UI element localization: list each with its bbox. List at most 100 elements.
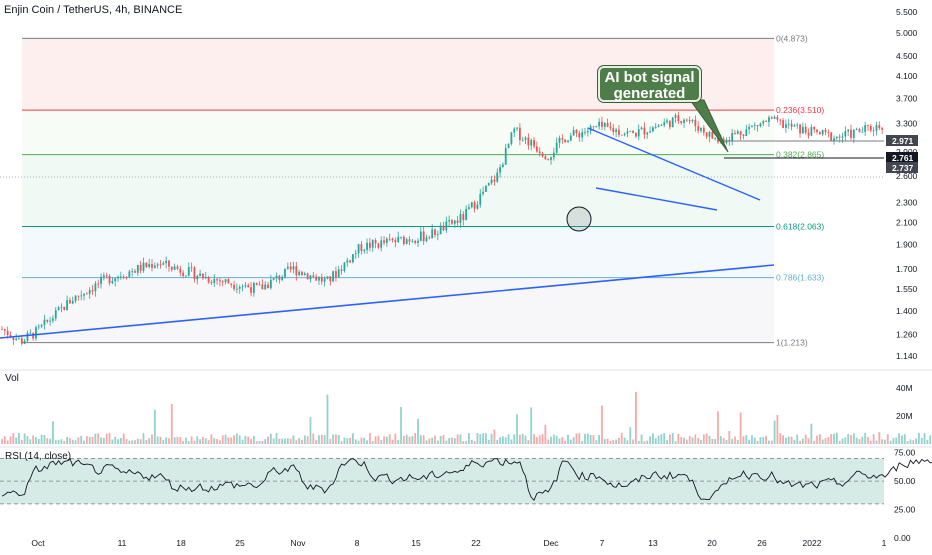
volume-bar — [83, 440, 85, 444]
volume-bar — [643, 441, 646, 444]
volume-bar — [620, 432, 623, 444]
volume-bar — [207, 440, 210, 444]
candle-body — [134, 271, 136, 273]
volume-bar — [603, 439, 606, 444]
volume-bar — [74, 440, 77, 444]
candle-body — [37, 326, 40, 328]
volume-bar — [86, 436, 88, 444]
rsi-tick-label: 50.00 — [894, 476, 916, 486]
volume-bar — [796, 434, 799, 444]
volume-bar — [352, 433, 354, 444]
volume-bar — [518, 434, 521, 444]
drawings — [0, 99, 884, 339]
candle-body — [487, 183, 490, 186]
candle-body — [479, 193, 482, 205]
candle-body — [618, 129, 620, 135]
volume-bar — [363, 437, 366, 444]
time-tick-label: 26 — [757, 538, 767, 548]
candle-body — [281, 276, 284, 280]
candle-body — [470, 202, 473, 208]
candle-body — [193, 267, 196, 280]
price-tick-label: 1.900 — [896, 239, 918, 249]
volume-bar — [898, 433, 901, 444]
volume-bar — [714, 439, 717, 444]
volume-bar — [493, 429, 496, 444]
volume-bar — [349, 437, 351, 444]
wick-highlight-circle — [566, 206, 592, 232]
volume-bar — [20, 439, 23, 444]
candle-body — [654, 126, 657, 128]
volume-bar — [657, 435, 660, 444]
candle-body — [490, 179, 493, 184]
price-tick-label: 4.500 — [896, 51, 918, 61]
candle-body — [502, 164, 504, 168]
volume-bar — [745, 435, 748, 444]
candle-body — [142, 262, 145, 271]
candle-body — [609, 126, 612, 129]
rsi-tick-label: 75.00 — [894, 448, 916, 458]
volume-bar — [247, 436, 250, 444]
volume-bar — [434, 435, 436, 444]
candle-body — [298, 271, 301, 276]
candle-body — [762, 121, 765, 124]
candle-body — [569, 135, 572, 141]
candle-body — [349, 260, 351, 263]
volume-bar — [530, 407, 533, 444]
candle-body — [371, 240, 374, 248]
candle-body — [402, 236, 405, 245]
volume-bar — [204, 438, 207, 444]
candle-body — [632, 130, 634, 134]
candle-body — [187, 267, 190, 276]
candle-body — [790, 123, 793, 127]
volume-bar — [320, 434, 323, 444]
volume-bar — [235, 433, 238, 444]
candle-body — [745, 129, 748, 136]
candle-body — [598, 121, 601, 127]
candle-body — [40, 324, 43, 327]
candle-body — [643, 127, 646, 135]
volume-bar — [100, 437, 102, 444]
volume-bar — [626, 440, 629, 444]
volume-bar — [827, 437, 830, 444]
volume-bar — [216, 439, 218, 444]
candle-body — [86, 293, 88, 295]
time-tick-label: 20 — [707, 538, 717, 548]
volume-pane-label: Vol — [5, 373, 19, 384]
candle-body — [119, 276, 122, 278]
candle-body — [595, 126, 598, 128]
volume-bar — [490, 433, 493, 444]
candle-body — [145, 262, 148, 267]
candle-body — [230, 283, 233, 285]
volume-bar — [272, 438, 275, 444]
volume-bar — [575, 433, 578, 444]
candle-body — [238, 287, 241, 289]
time-axis: Oct 11 18 25 Nov 8 15 22 Dec 7 13 20 26 2022 1 — [31, 538, 886, 548]
candle-body — [414, 240, 417, 243]
volume-bar — [768, 440, 770, 444]
candle-body — [538, 151, 541, 154]
candle-body — [83, 293, 85, 296]
candle-body — [91, 290, 94, 292]
volume-bar — [190, 436, 193, 444]
price-tick-label: 5.000 — [896, 28, 918, 38]
volume-bar — [804, 434, 807, 444]
volume-bar — [903, 434, 906, 444]
volume-bar — [193, 440, 196, 444]
volume-bar — [329, 438, 332, 444]
volume-bar — [128, 440, 131, 444]
candle-body — [572, 130, 575, 136]
rsi-tick-label: 0.00 — [894, 533, 911, 543]
candle-body — [770, 117, 773, 119]
candle-body — [284, 268, 286, 277]
volume-bar — [380, 440, 383, 444]
volume-bar — [901, 435, 903, 444]
volume-bar — [584, 433, 586, 444]
volume-bar — [867, 436, 869, 444]
candle-body — [649, 131, 651, 133]
volume-bar — [496, 439, 499, 444]
volume-bar — [858, 439, 861, 444]
candle-body — [3, 329, 6, 331]
fib-level-label: 0.236(3.510) — [776, 105, 824, 115]
candle-body — [162, 263, 165, 265]
